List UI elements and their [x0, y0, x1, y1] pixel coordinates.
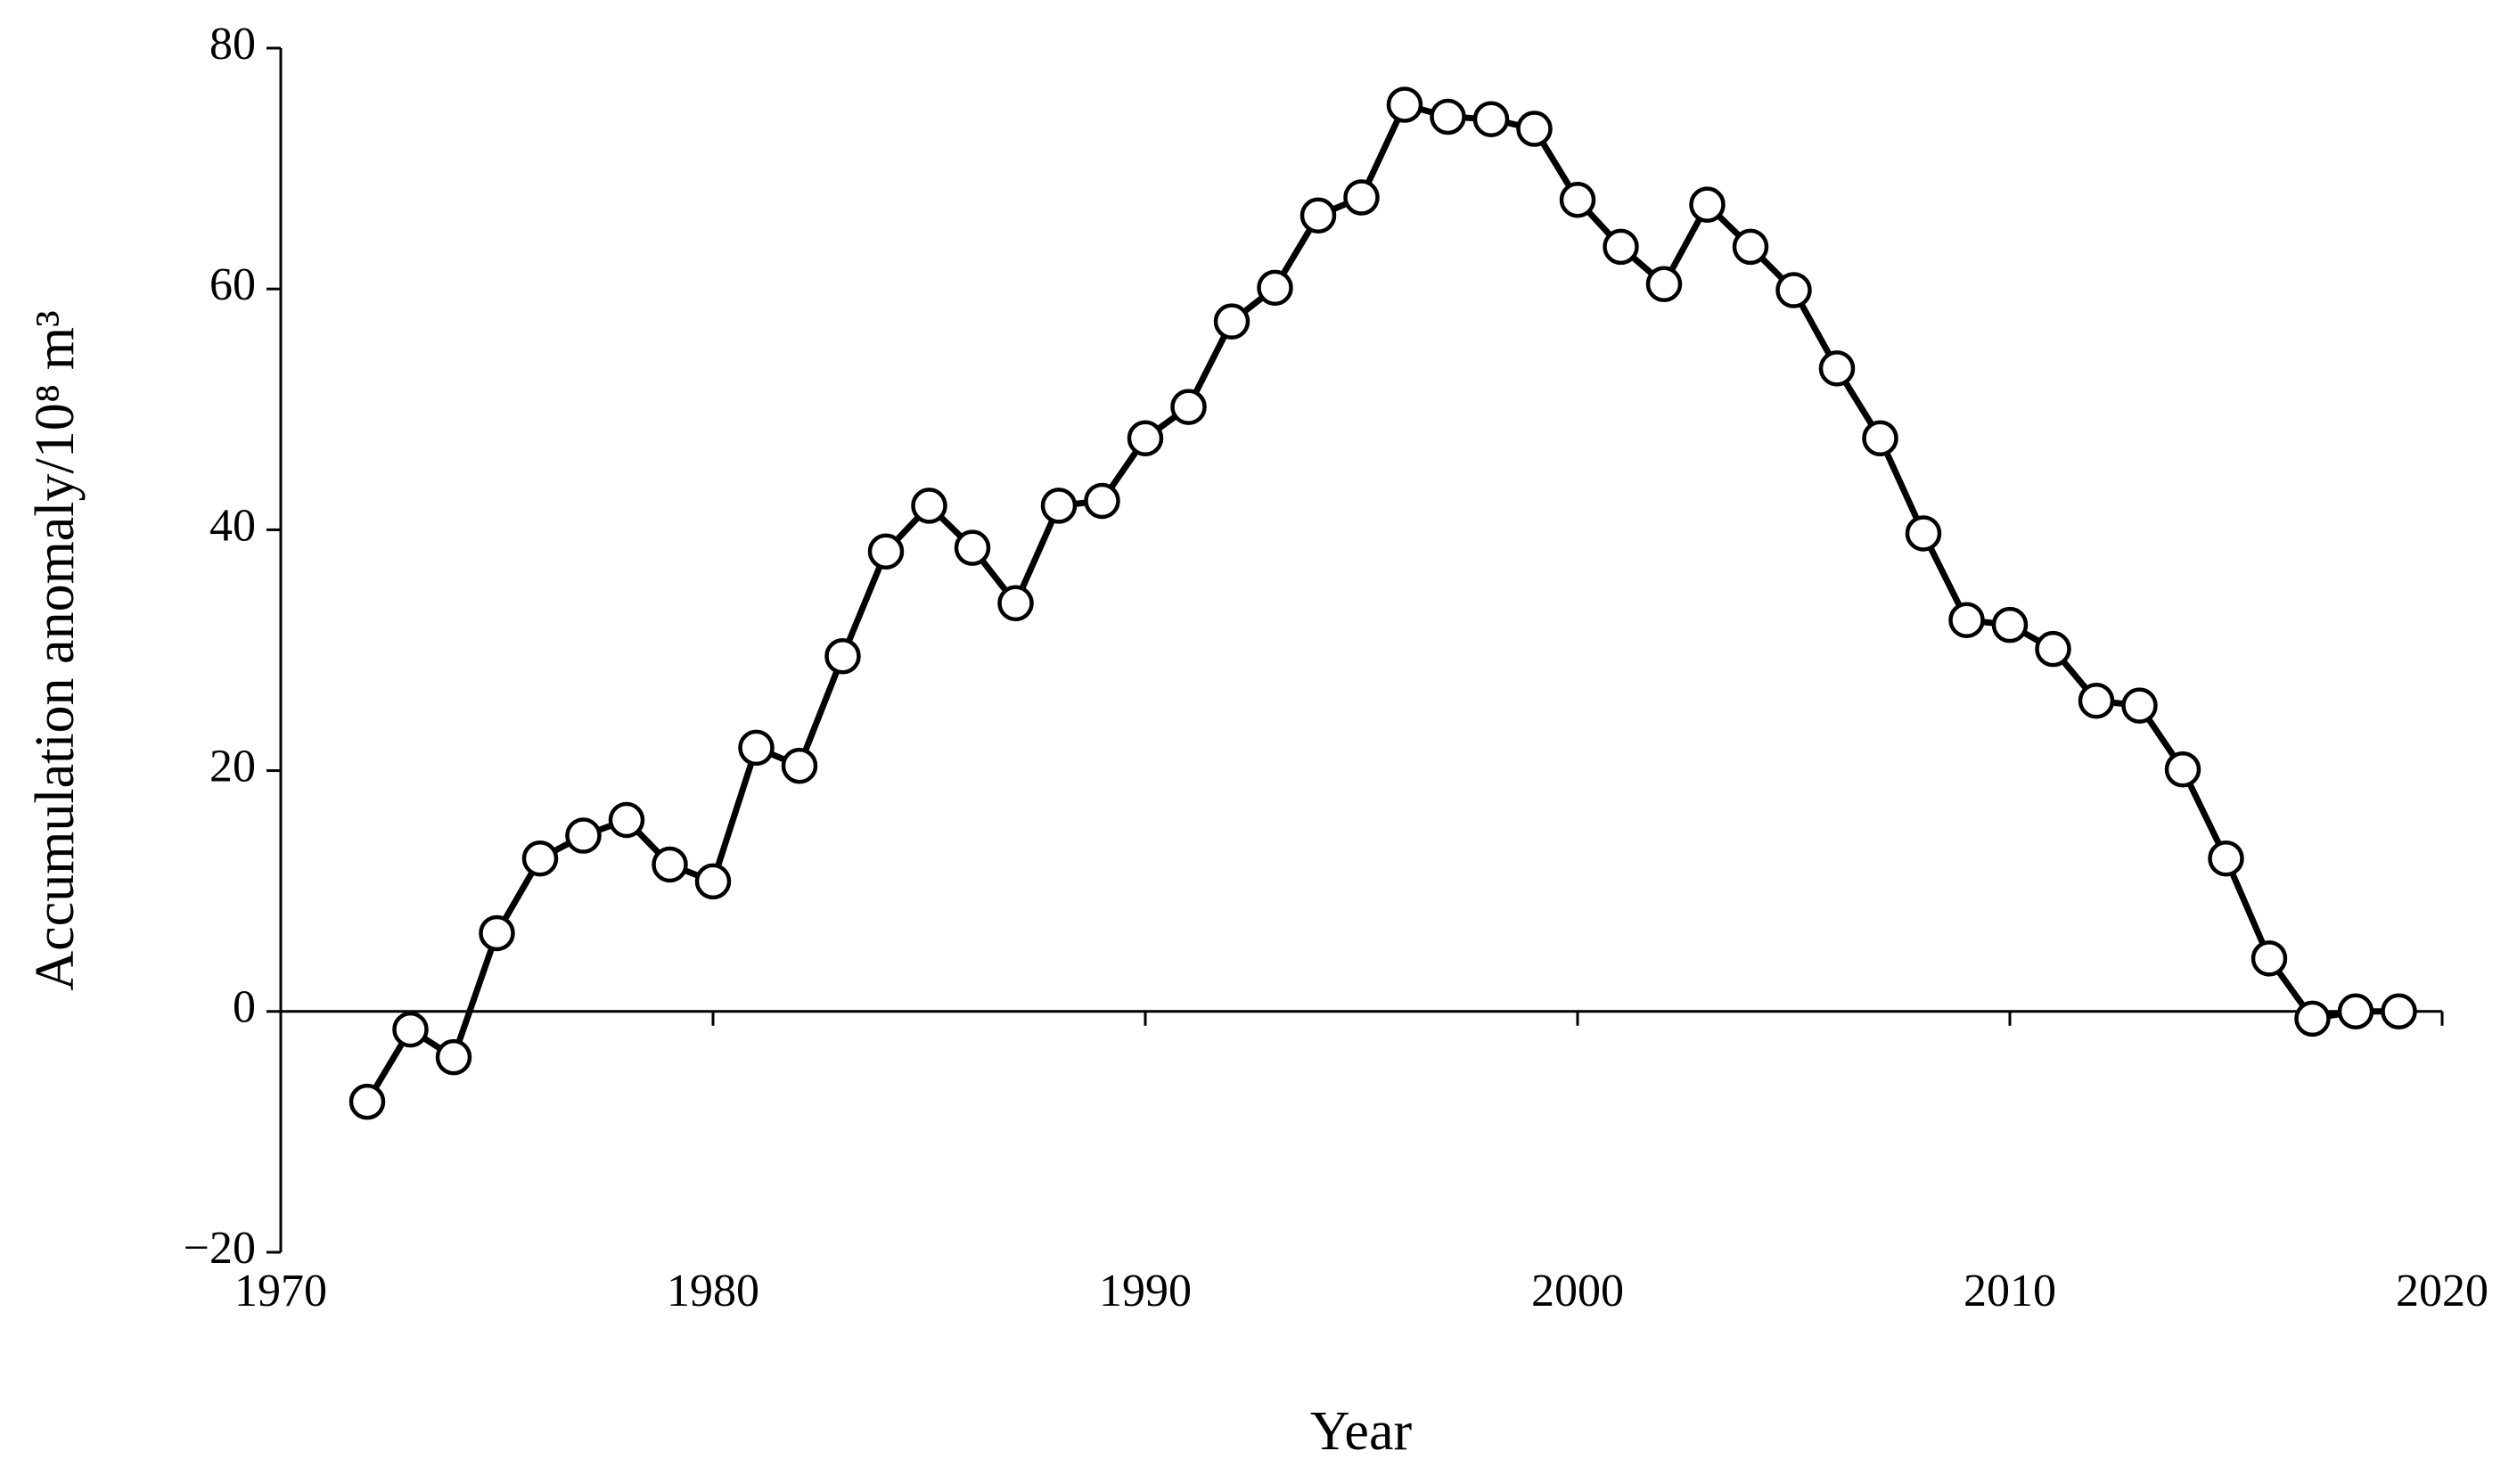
data-point: [1732, 228, 1769, 266]
data-point: [694, 863, 732, 900]
data-point: [1516, 111, 1553, 147]
data-point: [1472, 101, 1510, 137]
x-tick-label: 2010: [1964, 1266, 2056, 1316]
y-tick-label: −20: [184, 1223, 256, 1274]
data-point: [565, 817, 602, 854]
y-tick-label: 80: [209, 19, 256, 70]
data-point: [479, 914, 515, 952]
data-point: [738, 729, 775, 767]
data-point: [1257, 269, 1293, 307]
data-point: [608, 801, 645, 839]
data-point: [2381, 993, 2417, 1030]
data-point: [1386, 86, 1423, 123]
data-point: [1905, 515, 1942, 552]
y-axis-title: Accumulation anomaly/10⁸ m³: [25, 310, 86, 990]
x-tick-label: 2020: [2396, 1266, 2488, 1316]
data-point: [824, 638, 861, 675]
y-tick-label: 0: [233, 982, 256, 1033]
x-tick-label: 2000: [1531, 1266, 1624, 1316]
data-point: [435, 1038, 472, 1076]
data-point: [1818, 350, 1856, 387]
data-point: [2078, 682, 2115, 719]
data-point: [997, 585, 1034, 622]
x-tick-label: 1980: [667, 1266, 759, 1316]
data-point: [1991, 606, 2029, 644]
y-tick-label: 40: [209, 500, 256, 551]
y-tick-label: 60: [209, 259, 256, 310]
data-point: [1603, 228, 1639, 266]
data-point: [2035, 630, 2071, 668]
data-point: [2294, 1000, 2331, 1037]
data-point: [1948, 602, 1985, 638]
data-point: [1213, 303, 1250, 340]
x-tick-label: 1990: [1099, 1266, 1192, 1316]
data-point: [1299, 197, 1337, 234]
data-point: [521, 840, 559, 877]
data-point: [2337, 993, 2374, 1030]
data-point: [392, 1011, 429, 1048]
data-point: [1343, 179, 1380, 216]
data-point: [1559, 181, 1596, 218]
data-point: [1170, 389, 1207, 425]
data-point: [1084, 482, 1120, 520]
data-point: [867, 533, 905, 570]
x-axis-title: Year: [1310, 1401, 1413, 1462]
data-point: [2164, 750, 2201, 788]
data-point: [1862, 420, 1898, 456]
data-point: [2121, 687, 2158, 724]
data-point: [1430, 98, 1466, 135]
data-point: [2208, 840, 2244, 877]
data-point: [1127, 420, 1164, 456]
data-point: [1689, 186, 1726, 223]
data-point: [652, 846, 688, 883]
x-tick-label: 1970: [234, 1266, 327, 1316]
data-point: [781, 747, 818, 784]
y-tick-label: 20: [209, 742, 256, 792]
data-point: [1775, 272, 1812, 308]
data-point: [1645, 266, 1683, 303]
data-point: [348, 1083, 386, 1120]
data-point: [1040, 488, 1078, 524]
data-point: [2251, 940, 2288, 977]
data-point: [954, 529, 991, 566]
data-point: [911, 488, 947, 524]
